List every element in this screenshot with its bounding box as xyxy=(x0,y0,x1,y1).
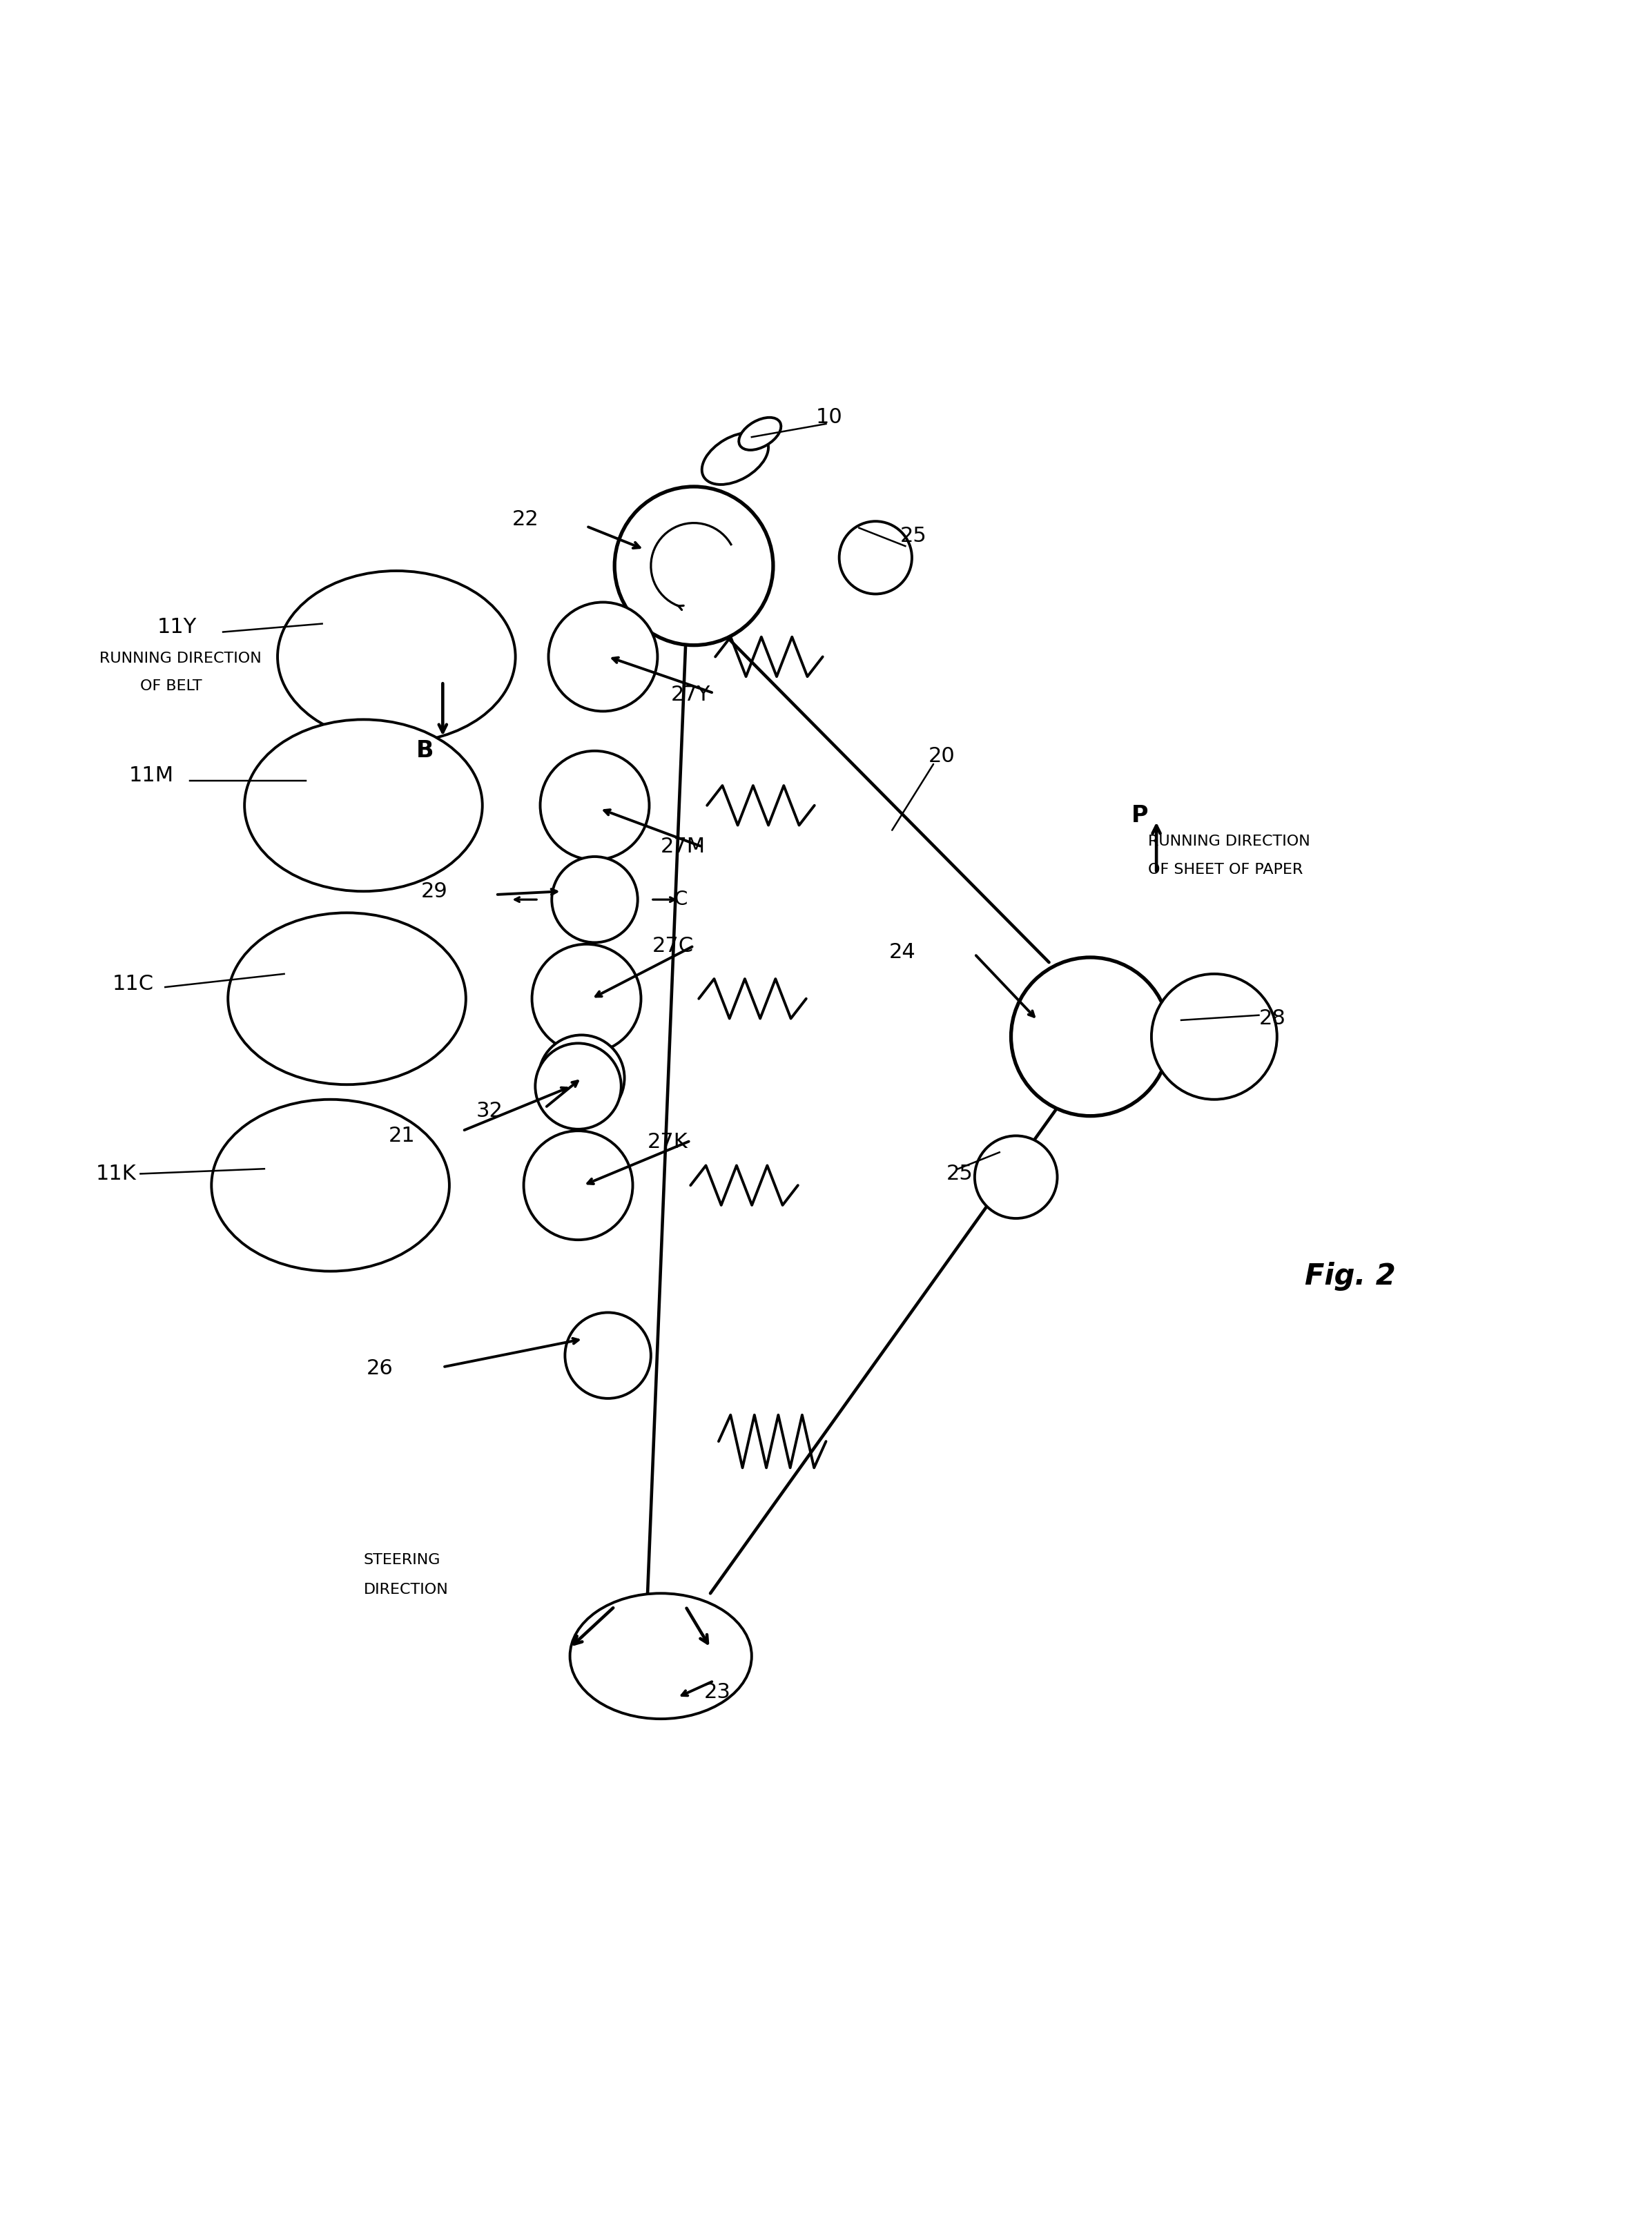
Circle shape xyxy=(615,487,773,644)
Text: RUNNING DIRECTION: RUNNING DIRECTION xyxy=(99,651,261,664)
Ellipse shape xyxy=(570,1593,752,1720)
Text: 11M: 11M xyxy=(129,767,173,787)
Text: OF BELT: OF BELT xyxy=(140,680,202,693)
Text: 29: 29 xyxy=(421,882,448,902)
Text: 11K: 11K xyxy=(96,1164,137,1184)
Text: DIRECTION: DIRECTION xyxy=(363,1582,448,1598)
Text: 27K: 27K xyxy=(648,1133,689,1153)
Text: 27Y: 27Y xyxy=(671,684,710,704)
Text: B: B xyxy=(416,740,434,762)
Circle shape xyxy=(532,944,641,1053)
Text: Fig. 2: Fig. 2 xyxy=(1305,1262,1396,1291)
Text: 28: 28 xyxy=(1259,1009,1285,1029)
Text: P: P xyxy=(1132,804,1148,827)
Circle shape xyxy=(552,858,638,942)
Text: 32: 32 xyxy=(476,1100,502,1122)
Text: 20: 20 xyxy=(928,747,955,767)
Circle shape xyxy=(1011,958,1170,1115)
Ellipse shape xyxy=(702,433,768,484)
Text: 11C: 11C xyxy=(112,973,154,993)
Text: 25: 25 xyxy=(947,1164,973,1184)
Text: 11Y: 11Y xyxy=(157,618,197,638)
Ellipse shape xyxy=(244,720,482,891)
Circle shape xyxy=(524,1131,633,1240)
Text: 24: 24 xyxy=(889,942,915,962)
Ellipse shape xyxy=(738,418,781,451)
Text: 22: 22 xyxy=(512,509,539,529)
Text: 27M: 27M xyxy=(661,838,705,858)
Text: 23: 23 xyxy=(704,1682,730,1702)
Circle shape xyxy=(839,522,912,593)
Text: 25: 25 xyxy=(900,527,927,547)
Text: RUNNING DIRECTION: RUNNING DIRECTION xyxy=(1148,835,1310,849)
Text: 27C: 27C xyxy=(653,935,694,955)
Circle shape xyxy=(539,1035,624,1120)
Circle shape xyxy=(1151,973,1277,1100)
Circle shape xyxy=(975,1135,1057,1218)
Ellipse shape xyxy=(228,913,466,1084)
Text: 26: 26 xyxy=(367,1358,393,1378)
Text: STEERING: STEERING xyxy=(363,1553,441,1567)
Text: C: C xyxy=(674,889,687,909)
Ellipse shape xyxy=(278,571,515,742)
Ellipse shape xyxy=(211,1100,449,1271)
Text: 10: 10 xyxy=(816,407,843,427)
Circle shape xyxy=(535,1044,621,1129)
Circle shape xyxy=(565,1313,651,1398)
Text: OF SHEET OF PAPER: OF SHEET OF PAPER xyxy=(1148,862,1303,878)
Circle shape xyxy=(548,602,657,711)
Text: 21: 21 xyxy=(388,1127,415,1147)
Circle shape xyxy=(540,751,649,860)
